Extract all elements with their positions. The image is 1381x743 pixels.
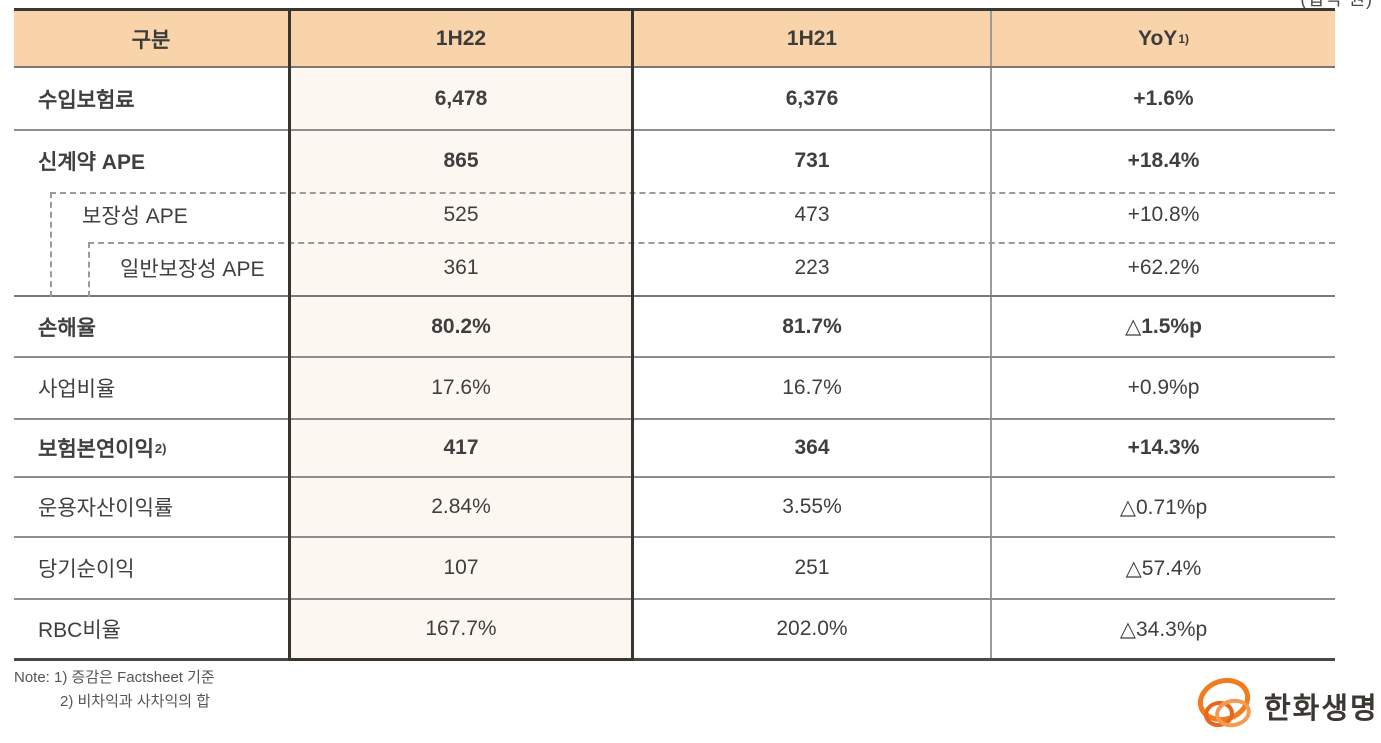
- row-label: 보험본연이익 2): [38, 438, 167, 461]
- table-row: 보험본연이익 2) 417 364 +14.3%: [14, 418, 1335, 476]
- value-1h22: 167.7%: [288, 600, 634, 658]
- value-yoy: +1.6%: [990, 68, 1335, 129]
- value-1h22: 865: [288, 131, 634, 190]
- row-label: 수입보험료: [38, 88, 135, 112]
- header-1h22: 1H22: [435, 26, 487, 50]
- logo-company-name: 한화생명: [1264, 693, 1379, 725]
- value-1h22: 107: [288, 538, 634, 598]
- value-1h22: 361: [288, 240, 634, 295]
- value-1h22: 2.84%: [288, 478, 634, 536]
- row-label: 당기순이익: [38, 558, 135, 581]
- value-1h21: 473: [794, 203, 830, 226]
- footnote-1: Note: 1) 증감은 Factsheet 기준: [14, 669, 215, 686]
- value-yoy: △1.5%p: [990, 297, 1335, 356]
- table-row: RBC비율 167.7% 202.0% △34.3%p: [14, 598, 1335, 658]
- table-row: 사업비율 17.6% 16.7% +0.9%p: [14, 356, 1335, 418]
- table-row-sub: 일반보장성 APE 361 223 +62.2%: [14, 240, 1335, 295]
- table-row: 수입보험료 6,478 6,376 +1.6%: [14, 68, 1335, 129]
- value-1h21: 251: [794, 556, 830, 579]
- row-label: 손해율: [38, 316, 96, 340]
- value-1h21: 202.0%: [776, 617, 848, 640]
- row-label-footnote: 2): [154, 440, 167, 456]
- table-row: 운용자산이익률 2.84% 3.55% △0.71%p: [14, 476, 1335, 536]
- value-yoy: +18.4%: [990, 131, 1335, 190]
- header-yoy: YoY 1): [990, 11, 1335, 66]
- value-yoy: +62.2%: [990, 240, 1335, 295]
- header-category: 구분: [131, 28, 171, 52]
- row-label: 신계약 APE: [38, 150, 145, 174]
- value-1h21: 3.55%: [782, 495, 842, 518]
- value-yoy: +14.3%: [990, 420, 1335, 476]
- row-label: RBC비율: [38, 619, 121, 642]
- row-label: 보장성 APE: [82, 205, 188, 228]
- table-header-row: 구분 1H22 1H21 YoY 1): [14, 11, 1335, 68]
- value-yoy: △34.3%p: [990, 600, 1335, 658]
- row-label: 운용자산이익률: [38, 497, 174, 520]
- value-1h21: 6,376: [785, 86, 839, 110]
- value-yoy: +0.9%p: [990, 358, 1335, 418]
- value-1h21: 364: [794, 436, 830, 459]
- value-1h22: 80.2%: [288, 297, 634, 356]
- unit-note: (십억 원): [1300, 0, 1373, 11]
- value-1h21: 731: [794, 148, 830, 172]
- header-1h21: 1H21: [786, 26, 838, 50]
- value-1h22: 417: [288, 420, 634, 476]
- header-yoy-label: YoY: [1138, 26, 1178, 50]
- footnote-2: 2) 비차익과 사차익의 합: [60, 693, 211, 710]
- hanwha-life-logo: 한화생명: [1196, 678, 1379, 734]
- hanwha-rings-icon: [1197, 678, 1251, 728]
- value-1h22: 525: [288, 190, 634, 240]
- value-1h22: 17.6%: [288, 358, 634, 418]
- value-yoy: +10.8%: [990, 190, 1335, 240]
- table-row-sub: 보장성 APE 525 473 +10.8%: [14, 190, 1335, 240]
- value-1h22: 6,478: [288, 68, 634, 129]
- table-row: 손해율 80.2% 81.7% △1.5%p: [14, 295, 1335, 356]
- value-1h21: 16.7%: [782, 376, 842, 399]
- value-yoy: △0.71%p: [990, 478, 1335, 536]
- value-1h21: 81.7%: [782, 314, 842, 338]
- value-1h21: 223: [794, 255, 830, 279]
- header-yoy-footnote: 1): [1178, 31, 1189, 46]
- row-label: 사업비율: [38, 378, 116, 401]
- row-label: 일반보장성 APE: [120, 257, 265, 281]
- value-yoy: △57.4%: [990, 538, 1335, 598]
- financial-summary-table: 구분 1H22 1H21 YoY 1) 수입보험료 6,478 6,376 +1.…: [14, 8, 1335, 661]
- footnotes: Note: 1) 증감은 Factsheet 기준 2) 비차익과 사차익의 합: [14, 666, 215, 714]
- table-row: 당기순이익 107 251 △57.4%: [14, 536, 1335, 598]
- table-row: 신계약 APE 865 731 +18.4%: [14, 129, 1335, 190]
